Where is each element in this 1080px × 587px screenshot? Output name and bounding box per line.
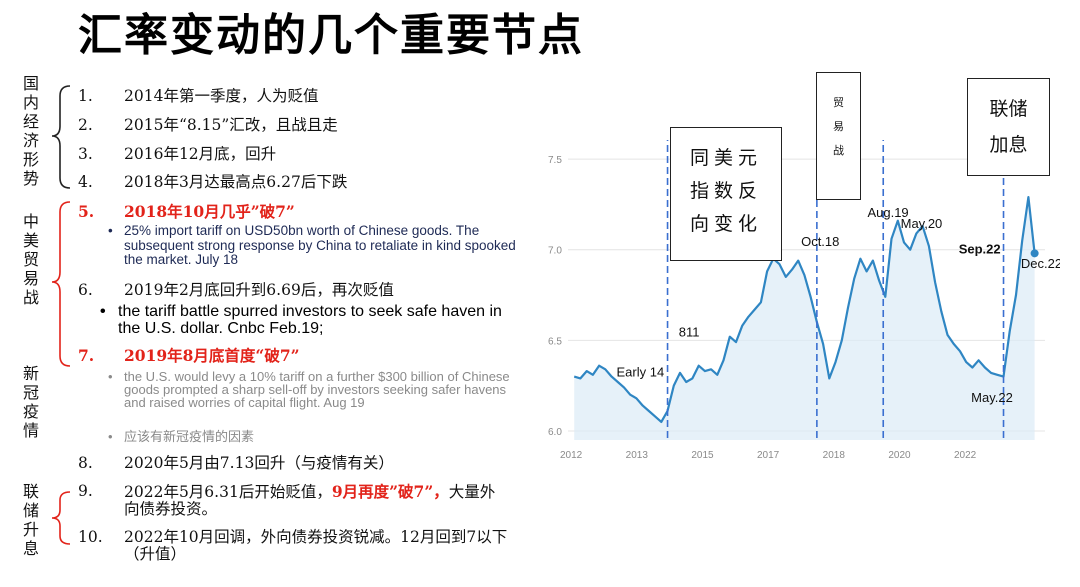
side-label-covid: 新 冠 疫 情 bbox=[22, 364, 39, 440]
annotation-label: Dec.22 bbox=[1021, 256, 1060, 271]
item-text: 2015年“8.15”汇改，且战且走 bbox=[124, 116, 338, 134]
y-tick-label: 7.5 bbox=[548, 155, 562, 166]
item-text: 2022年5月6.31后开始贬值， bbox=[124, 483, 332, 501]
note-covid-factor: • 应该有新冠疫情的因素 bbox=[108, 429, 524, 444]
x-tick-label: 2018 bbox=[823, 450, 846, 461]
item-text-red: 9月再度”破7”， bbox=[331, 482, 449, 501]
note-tariff-2018: • 25% import tariff on USD50bn worth of … bbox=[108, 223, 524, 268]
annotation-label: Early 14 bbox=[617, 365, 665, 380]
side-label-trade: 中 美 贸 易 战 bbox=[22, 212, 39, 307]
item-number: 6. bbox=[78, 281, 93, 299]
item-text: 2022年10月回调，外向债券投资锐减。12月回到7以下（升值） bbox=[124, 528, 508, 563]
y-tick-label: 6.5 bbox=[548, 336, 562, 347]
chart-area bbox=[573, 196, 1039, 440]
x-tick-label: 2020 bbox=[888, 450, 911, 461]
bullet-icon: • bbox=[108, 369, 113, 384]
item-text-wrap: 2022年5月6.31后开始贬值，9月再度”破7”，大量外向债券投资。 bbox=[124, 483, 504, 518]
item-number: 4. bbox=[78, 173, 93, 191]
x-tick-label: 2012 bbox=[560, 450, 583, 461]
x-tick-label: 2022 bbox=[954, 450, 977, 461]
brace-fed bbox=[51, 491, 71, 545]
note-text: 25% import tariff on USD50bn worth of Ch… bbox=[124, 223, 516, 267]
item-number: 10. bbox=[78, 528, 103, 546]
item-number: 5. bbox=[78, 202, 95, 221]
item-number: 7. bbox=[78, 346, 95, 365]
note-text: the U.S. would levy a 10% tariff on a fu… bbox=[124, 369, 510, 410]
item-number: 2. bbox=[78, 116, 93, 134]
annotation-label: May,20 bbox=[901, 216, 943, 231]
side-label-fed: 联 储 升 息 bbox=[22, 482, 39, 558]
note-tariff-battle: • the tariff battle spurred investors to… bbox=[100, 303, 523, 337]
item-number: 9. bbox=[78, 482, 93, 500]
series-area bbox=[574, 197, 1035, 440]
annotation-label: 811 bbox=[679, 325, 700, 340]
x-tick-label: 2013 bbox=[626, 450, 649, 461]
item-text: 2020年5月由7.13回升（与疫情有关） bbox=[124, 454, 394, 472]
item-text: 2018年3月达最高点6.27后下跌 bbox=[124, 173, 348, 191]
x-tick-label: 2015 bbox=[691, 450, 714, 461]
bullet-icon: • bbox=[108, 223, 113, 238]
item-number: 8. bbox=[78, 454, 93, 472]
box-trade-war: 贸 易 战 bbox=[816, 72, 861, 200]
side-label-domestic: 国 内 经 济 形 势 bbox=[22, 74, 39, 188]
y-tick-label: 6.0 bbox=[548, 427, 562, 438]
item-number: 1. bbox=[78, 87, 93, 105]
page-title: 汇率变动的几个重要节点 bbox=[78, 10, 584, 61]
bullet-icon: • bbox=[108, 429, 113, 444]
exchange-rate-chart: 6.0 6.5 7.0 7.5 2012 2013 2015 2017 2018 2020 2022… bbox=[548, 140, 1060, 461]
annotation-label: Oct.18 bbox=[801, 234, 839, 249]
series-line bbox=[573, 196, 1036, 423]
item-text: 2018年10月几乎”破7” bbox=[124, 202, 295, 221]
item-text-tail: 大量外向债券投资。 bbox=[124, 483, 496, 518]
note-text: 应该有新冠疫情的因素 bbox=[124, 429, 255, 444]
item-text: 2016年12月底，回升 bbox=[124, 145, 277, 163]
box-usd-index: 同美元 指数反 向变化 bbox=[670, 127, 782, 261]
item-text: 2014年第一季度，人为贬值 bbox=[124, 87, 319, 105]
bullet-icon: • bbox=[100, 303, 106, 320]
y-tick-label: 7.0 bbox=[548, 246, 562, 257]
box-fed-hike: 联储 加息 bbox=[967, 78, 1050, 176]
chart-ticks: 6.0 6.5 7.0 7.5 2012 2013 2015 2017 2018 2020 2022 bbox=[548, 155, 977, 461]
item-number: 3. bbox=[78, 145, 93, 163]
brace-trade bbox=[51, 201, 71, 367]
annotation-label: Sep.22 bbox=[959, 241, 1001, 256]
x-tick-label: 2017 bbox=[757, 450, 780, 461]
note-text: the tariff battle spurred investors to s… bbox=[118, 303, 502, 337]
note-tariff-2019: • the U.S. would levy a 10% tariff on a … bbox=[108, 369, 524, 410]
annotation-label: Aug.19 bbox=[867, 205, 908, 220]
brace-domestic bbox=[51, 85, 71, 189]
item-text: 2019年8月底首度“破7” bbox=[124, 346, 300, 365]
series-end-point bbox=[1030, 249, 1039, 258]
item-text: 2019年2月底回升到6.69后，再次贬值 bbox=[124, 281, 394, 299]
annotation-label: May.22 bbox=[971, 390, 1013, 405]
